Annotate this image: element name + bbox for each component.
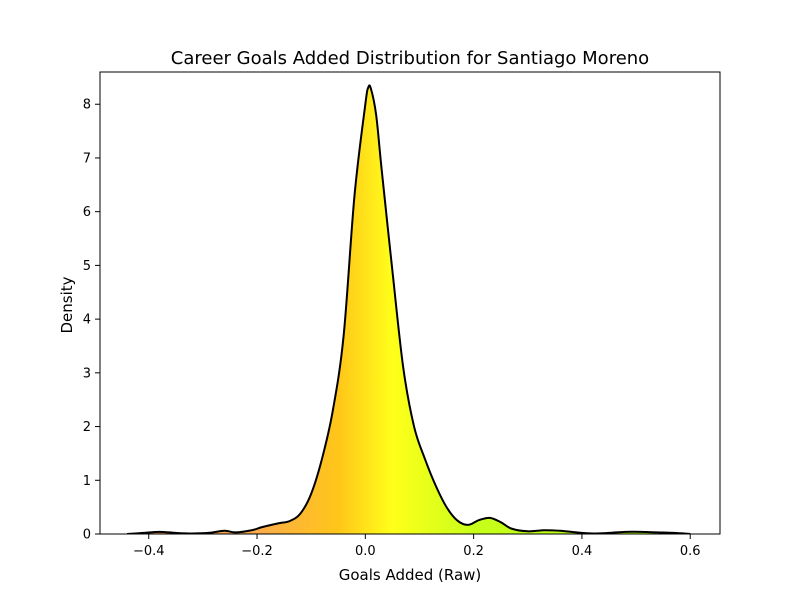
y-tick-label: 2 xyxy=(83,420,91,435)
x-tick-label: 0.2 xyxy=(463,544,484,559)
x-axis-label: Goals Added (Raw) xyxy=(339,566,482,584)
chart-title: Career Goals Added Distribution for Sant… xyxy=(171,48,649,69)
plot-frame xyxy=(99,71,721,535)
y-tick-label: 7 xyxy=(83,151,91,166)
y-tick-label: 8 xyxy=(83,98,91,113)
y-tick-label: 5 xyxy=(83,259,91,274)
y-tick-label: 4 xyxy=(83,313,91,328)
y-tick-label: 6 xyxy=(83,205,91,220)
x-tick-label: 0.6 xyxy=(680,544,701,559)
y-tick-label: 1 xyxy=(83,474,91,489)
y-axis: 0 1 2 3 4 5 6 7 8 xyxy=(83,98,100,543)
y-tick-label: 0 xyxy=(83,528,91,543)
plot-area xyxy=(127,84,691,534)
x-tick-label: 0.4 xyxy=(572,544,593,559)
x-tick-label: −0.2 xyxy=(241,544,273,559)
x-tick-label: −0.4 xyxy=(133,544,165,559)
x-tick-label: 0.0 xyxy=(355,544,376,559)
y-tick-label: 3 xyxy=(83,366,91,381)
density-fill xyxy=(127,85,691,534)
y-axis-label: Density xyxy=(58,276,76,333)
density-line xyxy=(127,84,691,534)
x-axis: −0.4 −0.2 0.0 0.2 0.4 0.6 xyxy=(133,534,701,559)
